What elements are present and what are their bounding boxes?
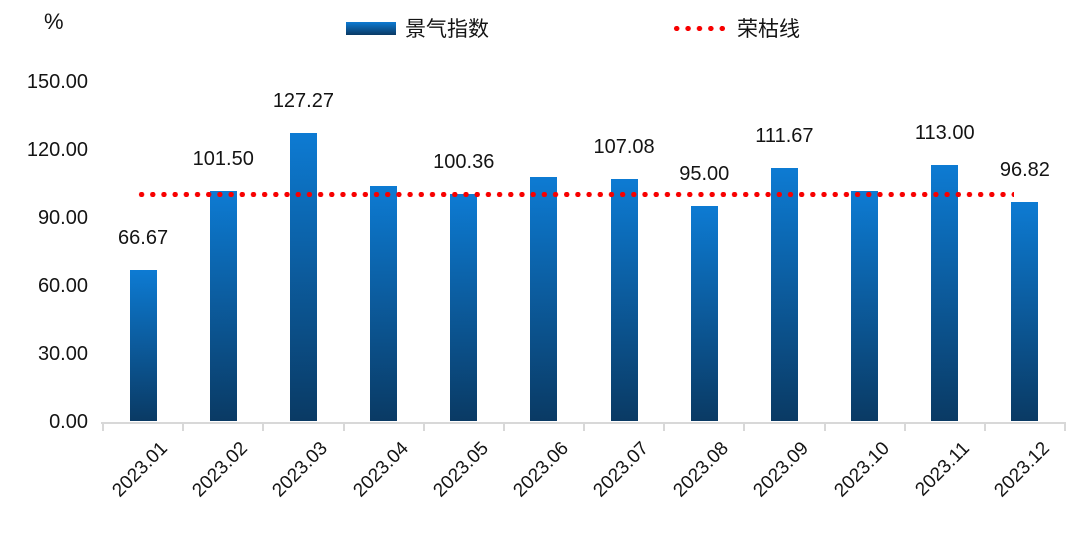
legend-line-series-label: 荣枯线 [737,18,800,41]
bar-data-label: 111.67 [755,125,814,148]
x-tick-label: 2023.05 [429,438,493,502]
x-axis-tick-mark [102,421,104,431]
bar [851,190,879,422]
x-axis-tick-mark [1064,421,1066,431]
x-axis-tick-mark [422,421,425,431]
legend-bar-series-label: 景气指数 [405,18,489,41]
bar [289,133,317,422]
x-axis-tick-mark [182,421,185,431]
x-axis-tick-mark [983,421,986,431]
bar [129,270,157,422]
x-axis-tick-mark [342,421,345,431]
bar-data-label: 100.36 [433,151,495,174]
x-axis-tick-mark [583,421,585,431]
legend-item-reference-line: 荣枯线 [671,15,800,41]
x-axis-tick-mark [663,421,666,431]
y-axis-unit-label: % [44,9,64,34]
x-axis-tick-mark [743,421,746,431]
x-tick-label: 2023.04 [349,438,413,502]
x-tick-label: 2023.10 [830,438,894,502]
bar-data-label: 95.00 [679,163,730,186]
legend-bar-swatch-icon [346,21,396,35]
bar [530,177,558,422]
x-axis-tick-mark [502,421,505,431]
y-tick-label: 150.00 [26,70,88,93]
bar-data-label: 107.08 [593,135,655,158]
y-tick-label: 30.00 [37,342,88,365]
bar [450,194,478,422]
bar [1011,202,1039,422]
x-tick-label: 2023.12 [990,438,1054,502]
bar-data-label: 66.67 [118,227,169,250]
x-axis-tick-mark [262,421,265,431]
bar [610,178,638,422]
x-tick-label: 2023.03 [268,438,333,502]
x-tick-label: 2023.06 [509,438,573,502]
y-tick-label: 90.00 [37,206,88,229]
bar-data-label: 127.27 [272,90,334,113]
x-tick-label: 2023.09 [749,438,814,502]
bar [370,185,398,422]
x-axis-tick-mark [903,421,906,431]
x-tick-label: 2023.07 [589,438,653,502]
bar [209,191,237,422]
bar [690,206,718,422]
y-tick-label: 120.00 [26,138,88,161]
x-tick-label: 2023.11 [911,438,974,501]
x-tick-label: 2023.01 [108,438,172,502]
x-tick-label: 2023.02 [188,438,253,502]
x-axis-tick-mark [823,421,826,431]
legend-item-bar-series: 景气指数 [346,15,489,41]
reference-dotted-line [136,191,1014,199]
bar-data-label: 96.82 [999,159,1050,182]
y-tick-label: 60.00 [37,274,88,297]
x-tick-label: 2023.08 [669,438,734,502]
bar-data-label: 113.00 [914,122,975,145]
bar [770,168,798,422]
legend-dotted-line-swatch-icon [671,24,728,32]
bar [931,165,959,422]
y-tick-label: 0.00 [49,410,88,433]
bar-data-label: 101.50 [192,148,254,171]
